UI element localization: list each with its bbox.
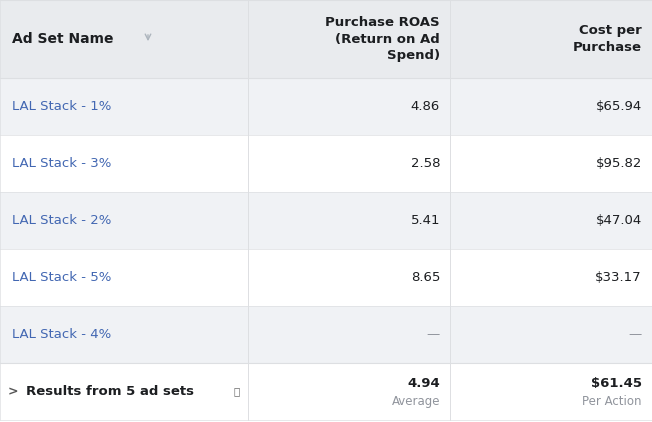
- Text: Purchase ROAS
(Return on Ad
Spend): Purchase ROAS (Return on Ad Spend): [325, 16, 440, 62]
- Bar: [450, 363, 652, 420]
- Text: Results from 5 ad sets: Results from 5 ad sets: [26, 385, 194, 398]
- Text: —: —: [629, 328, 642, 341]
- Bar: [0, 306, 248, 363]
- Text: 2.58: 2.58: [411, 157, 440, 170]
- Bar: [248, 249, 450, 306]
- Text: Cost per
Purchase: Cost per Purchase: [573, 24, 642, 54]
- Text: $65.94: $65.94: [596, 100, 642, 113]
- Bar: [248, 135, 450, 192]
- Bar: [450, 135, 652, 192]
- Text: $61.45: $61.45: [591, 377, 642, 390]
- Bar: [248, 78, 450, 135]
- Text: 4.94: 4.94: [408, 377, 440, 390]
- Text: ⓘ: ⓘ: [234, 387, 240, 397]
- Text: —: —: [427, 328, 440, 341]
- Bar: [248, 306, 450, 363]
- Bar: [450, 249, 652, 306]
- Bar: [248, 192, 450, 249]
- Text: LAL Stack - 3%: LAL Stack - 3%: [12, 157, 111, 170]
- Text: Per Action: Per Action: [582, 395, 642, 408]
- Bar: [0, 192, 248, 249]
- Text: $95.82: $95.82: [596, 157, 642, 170]
- Text: Average: Average: [391, 395, 440, 408]
- Text: 5.41: 5.41: [411, 214, 440, 227]
- Bar: [0, 135, 248, 192]
- Text: Ad Set Name: Ad Set Name: [12, 32, 113, 46]
- Bar: [450, 192, 652, 249]
- Bar: [450, 306, 652, 363]
- Bar: [248, 0, 450, 78]
- Text: 8.65: 8.65: [411, 271, 440, 284]
- Bar: [450, 0, 652, 78]
- Bar: [0, 363, 248, 420]
- Text: LAL Stack - 5%: LAL Stack - 5%: [12, 271, 111, 284]
- Text: LAL Stack - 1%: LAL Stack - 1%: [12, 100, 111, 113]
- Text: LAL Stack - 4%: LAL Stack - 4%: [12, 328, 111, 341]
- Bar: [0, 78, 248, 135]
- Text: >: >: [8, 385, 18, 398]
- Text: 4.86: 4.86: [411, 100, 440, 113]
- Text: $47.04: $47.04: [596, 214, 642, 227]
- Text: $33.17: $33.17: [595, 271, 642, 284]
- Bar: [0, 0, 248, 78]
- Bar: [450, 78, 652, 135]
- Text: LAL Stack - 2%: LAL Stack - 2%: [12, 214, 111, 227]
- Bar: [0, 249, 248, 306]
- Bar: [248, 363, 450, 420]
